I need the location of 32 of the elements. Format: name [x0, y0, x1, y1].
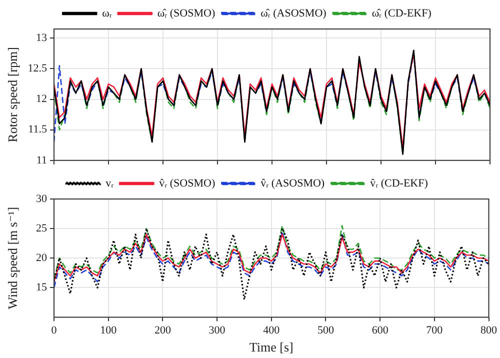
x-axis-title: Time [s]	[249, 340, 294, 355]
y-axis-title: Wind speed [m s⁻¹]	[5, 206, 20, 310]
legend-label: v̂ᵣ (CD-EKF)	[370, 177, 428, 190]
line-series	[54, 230, 489, 288]
y-tick-label: 11.5	[28, 124, 48, 136]
legend-label: v̂ᵣ (SOSMO)	[159, 177, 216, 190]
legend-label: ω̂ᵣ (CD-EKF)	[372, 7, 432, 20]
legend-label: v̂ᵣ (ASOSMO)	[260, 177, 325, 190]
legend-label: ω̂ᵣ (ASOSMO)	[260, 7, 327, 20]
x-tick-label: 100	[100, 324, 118, 337]
legend-label: ω̂ᵣ (SOSMO)	[157, 7, 216, 20]
y-axis-title: Rotor speed [rpm]	[5, 47, 20, 142]
x-tick-label: 600	[372, 324, 389, 337]
x-tick-label: 400	[263, 324, 280, 337]
x-tick-label: 0	[51, 324, 58, 337]
x-tick-label: 200	[154, 324, 172, 337]
y-tick-label: 13	[36, 32, 48, 44]
y-tick-label: 15	[36, 282, 48, 294]
line-series	[54, 228, 489, 300]
y-tick-label: 12.5	[28, 62, 48, 75]
legend-label: ωᵣ	[102, 7, 112, 20]
x-tick-label: 300	[208, 324, 226, 337]
x-tick-label: 700	[426, 324, 444, 337]
y-tick-label: 25	[36, 222, 48, 234]
y-tick-label: 12	[36, 93, 47, 106]
legend-label: vᵣ	[106, 177, 114, 190]
x-tick-label: 500	[317, 324, 334, 337]
line-series	[54, 224, 489, 280]
x-tick-label: 800	[480, 324, 498, 337]
y-tick-label: 20	[36, 252, 48, 264]
y-tick-label: 11	[36, 154, 47, 166]
y-tick-label: 30	[36, 192, 48, 205]
